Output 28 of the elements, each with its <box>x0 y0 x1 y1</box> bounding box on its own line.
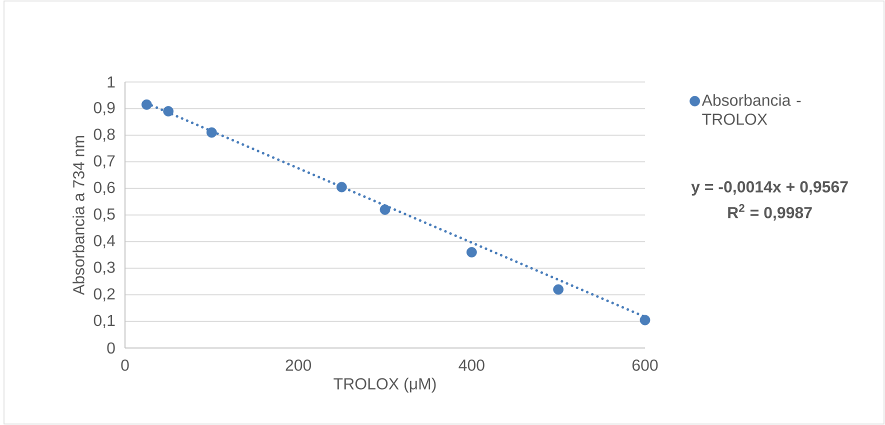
point <box>640 314 650 326</box>
point <box>380 204 390 215</box>
x-tick-label: 600 <box>632 360 658 371</box>
point <box>206 127 217 138</box>
x-tick-label: 200 <box>286 360 312 371</box>
point <box>163 106 174 116</box>
y-tick-label: 0,4 <box>94 234 116 248</box>
y-tick-label: 0,6 <box>94 182 115 196</box>
y-tick-label: 1 <box>108 76 115 88</box>
y-axis-title: Absorbancia a 734 nm <box>72 136 84 296</box>
point <box>553 284 564 295</box>
text: y = -0,0014x + 0,9567 <box>691 181 848 196</box>
y-tick-label: 0,9 <box>94 102 115 116</box>
y-tick-label: 0 <box>107 342 115 354</box>
y-tick-label: 0,8 <box>94 128 115 142</box>
x-tick-label: 0 <box>121 360 129 371</box>
y-tick-label: 0,5 <box>94 208 115 222</box>
y-tick-label: 0,7 <box>94 155 115 168</box>
y-tick-label: 0,3 <box>94 262 115 275</box>
x-tick-label: 400 <box>458 360 484 371</box>
y-tick-label: 0,1 <box>94 314 115 328</box>
point <box>141 99 152 110</box>
x-axis-title: TROLOX (μM) <box>334 378 436 393</box>
point <box>336 182 347 192</box>
text: R$^{2}$ = 0,9987 <box>728 204 812 221</box>
point <box>466 247 477 258</box>
legend-label: Absorbancia -TROLOX <box>702 94 801 125</box>
y-tick-label: 0,2 <box>94 288 115 302</box>
